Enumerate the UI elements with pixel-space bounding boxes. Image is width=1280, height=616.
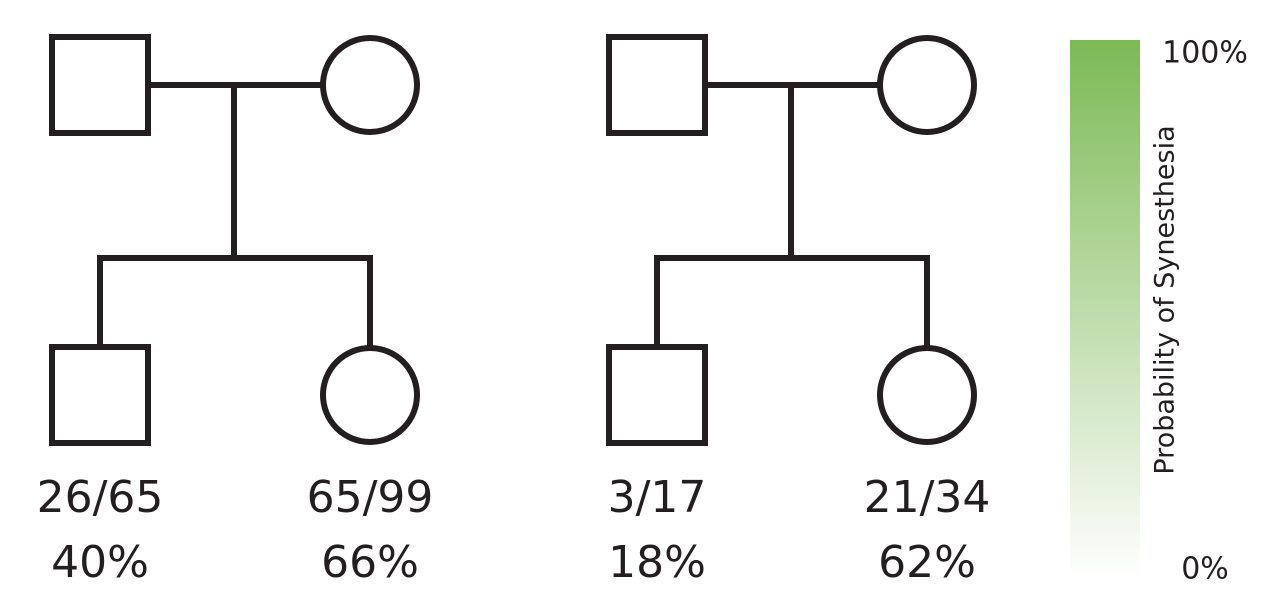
fraction: 65/99 bbox=[307, 472, 434, 523]
percent: 18% bbox=[608, 537, 706, 588]
daughter bbox=[877, 345, 977, 445]
colorbar-max: 100% bbox=[1162, 36, 1248, 71]
daughter bbox=[320, 345, 420, 445]
mother bbox=[877, 35, 977, 135]
colorbar bbox=[1070, 40, 1140, 580]
fraction: 3/17 bbox=[608, 472, 707, 523]
father bbox=[606, 34, 708, 136]
son bbox=[49, 344, 151, 446]
sibling-line bbox=[654, 255, 930, 348]
percent: 62% bbox=[878, 537, 976, 588]
colorbar-title: Probability of Synesthesia bbox=[1150, 125, 1181, 474]
mother bbox=[320, 35, 420, 135]
father bbox=[49, 34, 151, 136]
sibling-line bbox=[97, 255, 373, 348]
son bbox=[606, 344, 708, 446]
percent: 40% bbox=[51, 537, 149, 588]
colorbar-min: 0% bbox=[1181, 552, 1229, 587]
percent: 66% bbox=[321, 537, 419, 588]
fraction: 26/65 bbox=[37, 472, 164, 523]
fraction: 21/34 bbox=[864, 472, 991, 523]
